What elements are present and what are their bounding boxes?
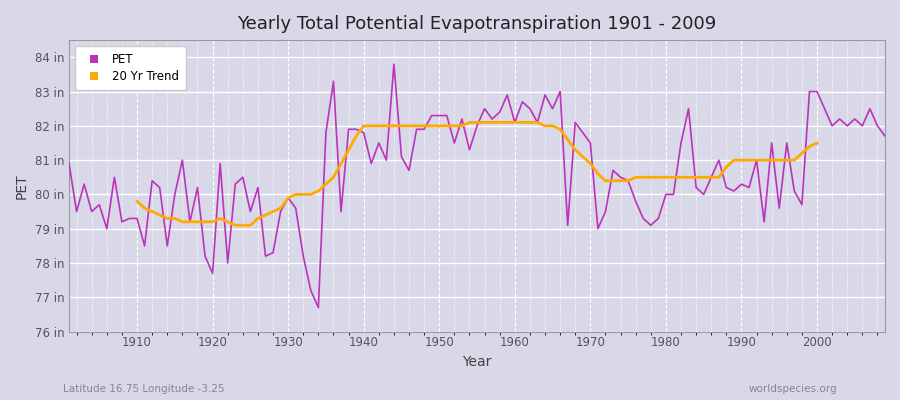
Legend: PET, 20 Yr Trend: PET, 20 Yr Trend xyxy=(75,46,185,90)
Y-axis label: PET: PET xyxy=(15,173,29,199)
Text: Latitude 16.75 Longitude -3.25: Latitude 16.75 Longitude -3.25 xyxy=(63,384,225,394)
Title: Yearly Total Potential Evapotranspiration 1901 - 2009: Yearly Total Potential Evapotranspiratio… xyxy=(238,15,716,33)
X-axis label: Year: Year xyxy=(463,355,491,369)
Text: worldspecies.org: worldspecies.org xyxy=(749,384,837,394)
